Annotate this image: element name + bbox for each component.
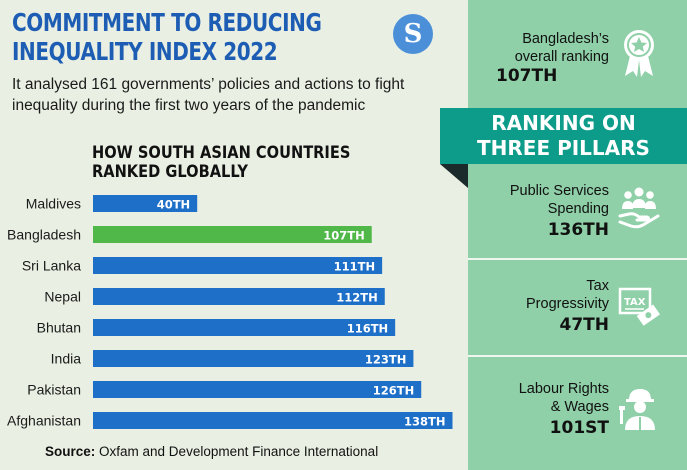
pillar-1-rank: 136TH: [547, 220, 609, 240]
bar-bhutan: [93, 319, 396, 336]
data-label-india: 123TH: [365, 353, 406, 367]
subtitle: It analysed 161 governments’ policies an…: [12, 76, 405, 114]
pillar-2-label-line-2: Progressivity: [526, 296, 609, 312]
pillars-banner: RANKING ON THREE PILLARS: [440, 108, 687, 164]
data-label-bhutan: 116TH: [347, 322, 388, 336]
page-title: COMMITMENT TO REDUCING INEQUALITY INDEX …: [12, 8, 322, 66]
chart-title-line-2: RANKED GLOBALLY: [92, 162, 248, 182]
data-label-nepal: 112TH: [336, 291, 377, 305]
divider: [468, 355, 687, 357]
pillar-3-label-line-2: & Wages: [550, 399, 609, 415]
category-label-sri-lanka: Sri Lanka: [22, 258, 81, 274]
category-label-india: India: [51, 351, 82, 367]
bar-pakistan: [93, 381, 422, 398]
bar-nepal: [93, 288, 385, 305]
banner-line-1: RANKING ON: [491, 111, 636, 135]
chart-title-line-1: HOW SOUTH ASIAN COUNTRIES: [92, 143, 351, 163]
overall-label-line-2: overall ranking: [514, 49, 609, 65]
pillar-1-label-line-2: Spending: [547, 201, 609, 217]
people-hand-icon: [618, 187, 660, 229]
title-line-1: COMMITMENT TO REDUCING: [12, 8, 322, 37]
pillar-1-label-line-1: Public Services: [509, 183, 609, 199]
pillar-3-label: Labour Rights & Wages: [519, 380, 609, 416]
source-note: Source: Oxfam and Development Finance In…: [45, 444, 378, 459]
category-label-maldives: Maldives: [26, 196, 81, 212]
pillars-panel: [468, 0, 687, 470]
award-ribbon-icon: [624, 30, 654, 77]
category-label-bangladesh: Bangladesh: [7, 227, 81, 243]
pillar-2-rank: 47TH: [559, 315, 609, 335]
category-label-nepal: Nepal: [44, 289, 81, 305]
bar-afghanistan: [93, 412, 453, 429]
logo-icon: S: [393, 14, 433, 54]
pillar-1-label: Public Services Spending: [510, 182, 609, 218]
worker-icon: [619, 389, 655, 430]
data-label-afghanistan: 138TH: [404, 415, 445, 429]
source-text: Oxfam and Development Finance Internatio…: [99, 444, 379, 459]
title-line-2: INEQUALITY INDEX 2022: [12, 37, 278, 66]
bar-sri-lanka: [93, 257, 383, 274]
data-label-sri-lanka: 111TH: [334, 260, 375, 274]
overall-label: Bangladesh’s overall ranking: [515, 30, 609, 66]
svg-text:TAX: TAX: [624, 297, 646, 308]
source-label: Source:: [45, 444, 96, 459]
pillar-2-label: Tax Progressivity: [526, 277, 609, 313]
pillar-2-label-line-1: Tax: [586, 278, 609, 294]
category-label-pakistan: Pakistan: [27, 382, 81, 398]
pillar-3-label-line-1: Labour Rights: [518, 381, 609, 397]
divider: [468, 258, 687, 260]
bar-maldives: [93, 195, 198, 212]
pillar-3-rank: 101ST: [549, 418, 609, 438]
overall-label-line-1: Bangladesh’s: [522, 31, 609, 47]
bar-bangladesh: [93, 226, 372, 243]
category-label-afghanistan: Afghanistan: [7, 413, 81, 429]
overall-rank: 107TH: [496, 66, 558, 86]
data-label-maldives: 40TH: [157, 198, 190, 212]
banner-fold: [440, 164, 468, 188]
banner-line-2: THREE PILLARS: [477, 136, 650, 160]
data-label-bangladesh: 107TH: [323, 229, 364, 243]
tax-document-icon: TAX: [618, 287, 660, 326]
bar-india: [93, 350, 414, 367]
category-label-bhutan: Bhutan: [37, 320, 81, 336]
bar-chart: Maldives 40TH Bangladesh 107TH Sri Lanka 111T…: [7, 195, 453, 429]
chart-title: HOW SOUTH ASIAN COUNTRIES RANKED GLOBALL…: [92, 144, 350, 182]
data-label-pakistan: 126TH: [373, 384, 414, 398]
